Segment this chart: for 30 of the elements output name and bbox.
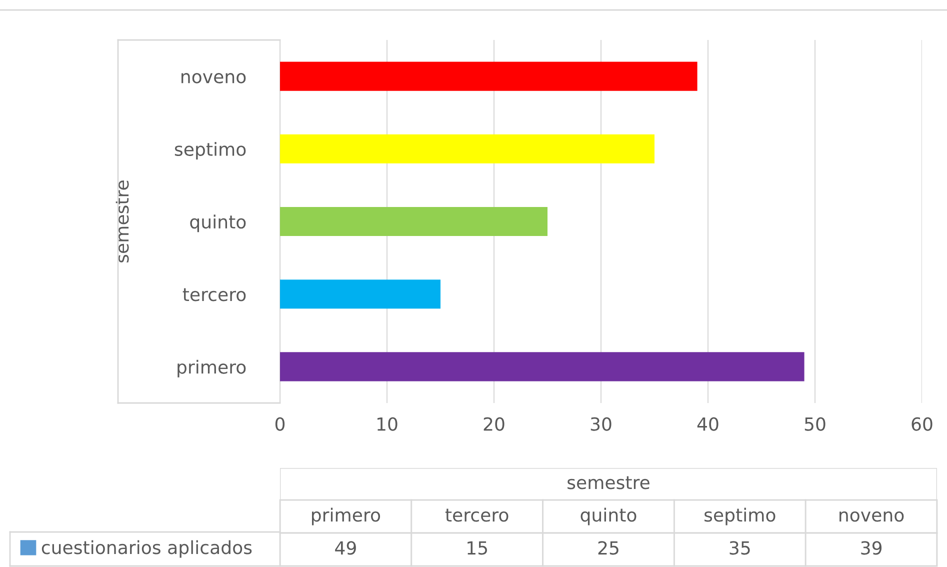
y-tick-label: noveno — [182, 73, 246, 84]
y-tick-label: quinto — [190, 214, 246, 232]
bar — [280, 206, 548, 236]
x-tick-label: 40 — [697, 417, 718, 431]
data-label: 49 — [335, 541, 356, 555]
bar — [280, 62, 698, 91]
data-label: 15 — [468, 541, 488, 555]
category-label: primero — [312, 508, 380, 526]
x-tick-label: 30 — [590, 417, 612, 431]
text: semestre — [568, 476, 650, 490]
y-tick-label: primero — [178, 360, 246, 378]
bar — [280, 280, 440, 309]
data-label: 39 — [861, 541, 882, 555]
category-label: tercero — [445, 508, 508, 522]
y-axis-title: semestre — [116, 180, 129, 262]
category-label: septimo — [704, 508, 776, 526]
y-tick-label: septimo — [174, 142, 246, 160]
category-label: noveno — [840, 511, 904, 522]
data-label: 35 — [730, 541, 750, 555]
x-tick-label: 60 — [912, 417, 932, 431]
x-tick-label: 20 — [484, 417, 504, 431]
text: cuestionarios aplicados — [42, 540, 252, 558]
data-label: 25 — [598, 541, 618, 555]
x-tick-label: 0 — [275, 417, 285, 431]
x-tick-label: 10 — [377, 417, 398, 431]
category-label: quinto — [580, 508, 636, 526]
bar — [280, 134, 654, 164]
x-tick-label: 50 — [804, 417, 826, 431]
bar — [280, 352, 804, 382]
y-tick-label: tercero — [182, 288, 246, 302]
